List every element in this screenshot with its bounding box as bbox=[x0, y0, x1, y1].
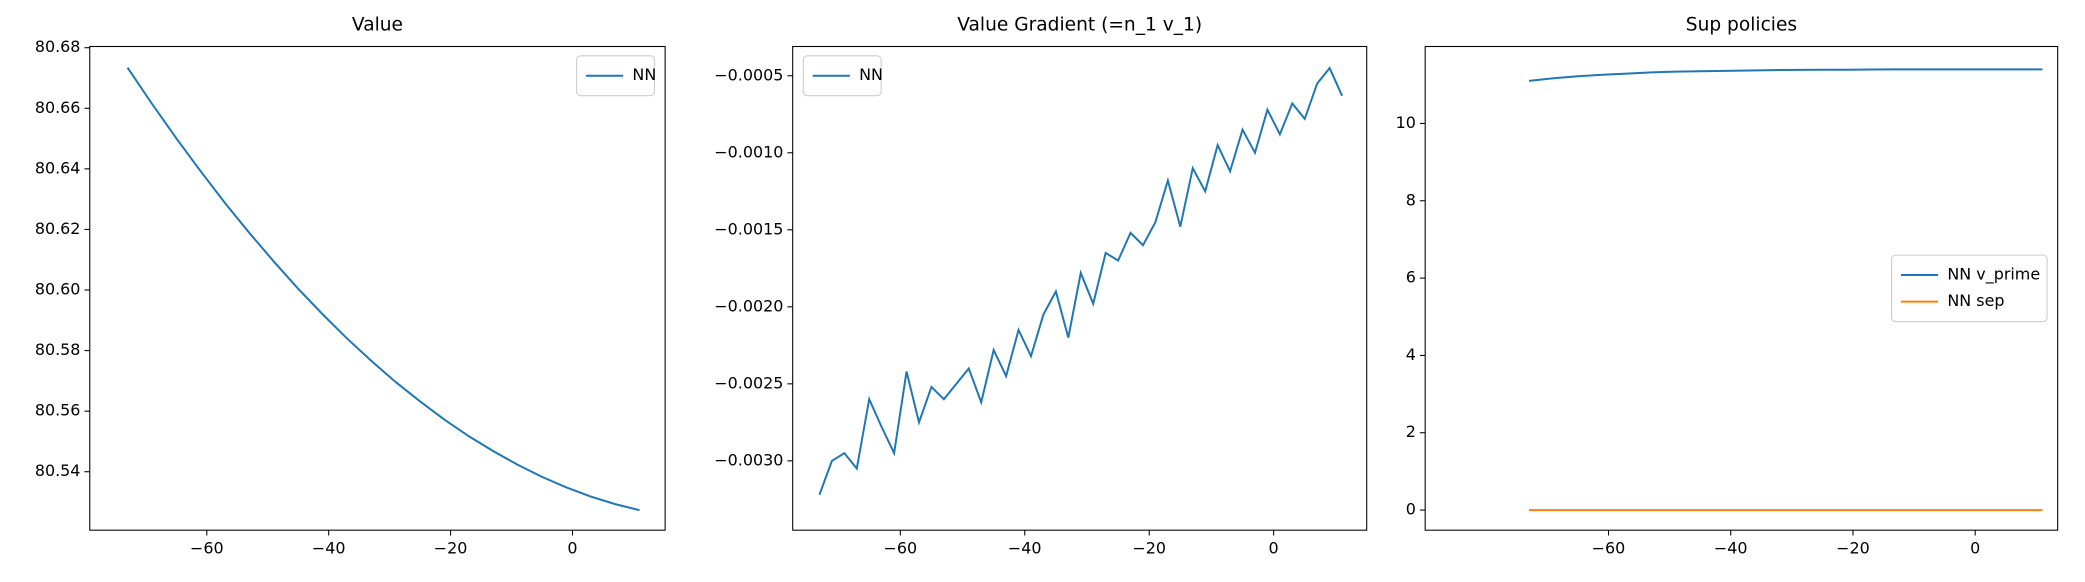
axes-frame bbox=[792, 45, 1368, 531]
y-tick-label: −0.0030 bbox=[714, 450, 783, 469]
y-tick-label: 6 bbox=[1406, 268, 1416, 287]
y-tick-label: −0.0020 bbox=[714, 296, 783, 315]
y-tick-label: 80.58 bbox=[35, 340, 81, 359]
x-tick-label: −60 bbox=[190, 538, 224, 557]
legend-label: NN sep bbox=[1947, 291, 2004, 310]
y-tick-label: 0 bbox=[1406, 500, 1416, 519]
x-tick-label: −60 bbox=[1592, 538, 1626, 557]
y-tick-label: 10 bbox=[1396, 113, 1416, 132]
line-series bbox=[126, 67, 640, 512]
x-tick-label: −40 bbox=[1008, 538, 1042, 557]
y-tick-label: 4 bbox=[1406, 345, 1416, 364]
line-series bbox=[1528, 68, 2043, 82]
line-series bbox=[818, 66, 1343, 496]
legend-label: NN bbox=[632, 65, 656, 84]
y-tick-label: 80.54 bbox=[35, 461, 81, 480]
x-tick-label: 0 bbox=[1970, 538, 1980, 557]
x-tick-label: 0 bbox=[1269, 538, 1279, 557]
y-tick-label: 80.66 bbox=[35, 98, 81, 117]
y-tick-label: 80.56 bbox=[35, 401, 81, 420]
axes-frame bbox=[89, 45, 666, 531]
x-tick-label: −20 bbox=[1836, 538, 1870, 557]
y-tick-label: −0.0015 bbox=[714, 219, 783, 238]
y-tick-label: −0.0010 bbox=[714, 142, 783, 161]
x-tick-label: −40 bbox=[312, 538, 346, 557]
chart-title: Value bbox=[352, 15, 403, 36]
y-tick-label: 80.62 bbox=[35, 219, 81, 238]
y-tick-label: −0.0025 bbox=[714, 373, 783, 392]
y-tick-label: 80.68 bbox=[35, 37, 81, 56]
x-tick-label: 0 bbox=[567, 538, 577, 557]
y-tick-label: 80.60 bbox=[35, 280, 81, 299]
x-tick-label: −40 bbox=[1714, 538, 1748, 557]
chart-title: Value Gradient (=n_1 v_1) bbox=[957, 15, 1202, 36]
axes-frame bbox=[1424, 45, 2059, 531]
x-tick-label: −60 bbox=[884, 538, 918, 557]
y-tick-label: 80.64 bbox=[35, 158, 81, 177]
legend-box bbox=[1891, 254, 2048, 323]
x-tick-label: −20 bbox=[1132, 538, 1166, 557]
chart-title: Sup policies bbox=[1686, 15, 1797, 36]
y-tick-label: −0.0005 bbox=[714, 65, 783, 84]
legend-label: NN v_prime bbox=[1947, 265, 2040, 285]
legend-label: NN bbox=[859, 65, 883, 84]
y-tick-label: 8 bbox=[1406, 190, 1416, 209]
y-tick-label: 2 bbox=[1406, 422, 1416, 441]
x-tick-label: −20 bbox=[434, 538, 468, 557]
